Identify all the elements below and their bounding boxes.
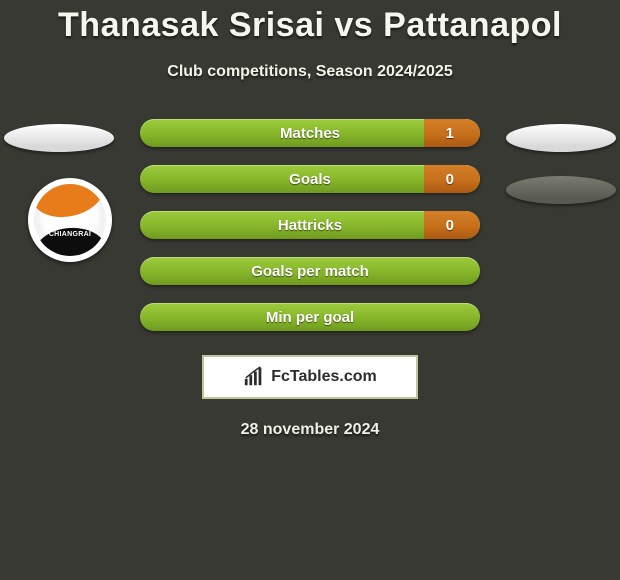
stat-value-right: 0 [446, 217, 454, 234]
stat-label: Matches [280, 125, 340, 142]
bar-chart-icon [243, 366, 265, 388]
club-badge: CHIANGRAI [28, 178, 112, 262]
stat-label: Hattricks [278, 217, 342, 234]
stat-row-min-per-goal: Min per goal [140, 303, 480, 331]
player2-placeholder-oval [506, 124, 616, 152]
brand-logo[interactable]: FcTables.com [202, 355, 418, 399]
page-title: Thanasak Srisai vs Pattanapol [0, 0, 620, 45]
footer-date: 28 november 2024 [0, 421, 620, 439]
stat-label: Goals [289, 171, 331, 188]
stat-value-right: 1 [446, 125, 454, 142]
stat-row-goals-per-match: Goals per match [140, 257, 480, 285]
stat-value-right: 0 [446, 171, 454, 188]
brand-text: FcTables.com [271, 368, 377, 386]
stat-label: Goals per match [251, 263, 369, 280]
stat-label: Min per goal [266, 309, 354, 326]
stat-row-goals: Goals 0 [140, 165, 480, 193]
subtitle: Club competitions, Season 2024/2025 [0, 63, 620, 81]
player2-secondary-oval [506, 176, 616, 204]
club-badge-label: CHIANGRAI [49, 231, 91, 238]
stat-row-matches: Matches 1 [140, 119, 480, 147]
player1-placeholder-oval [4, 124, 114, 152]
club-badge-inner: CHIANGRAI [34, 184, 106, 256]
stat-row-hattricks: Hattricks 0 [140, 211, 480, 239]
